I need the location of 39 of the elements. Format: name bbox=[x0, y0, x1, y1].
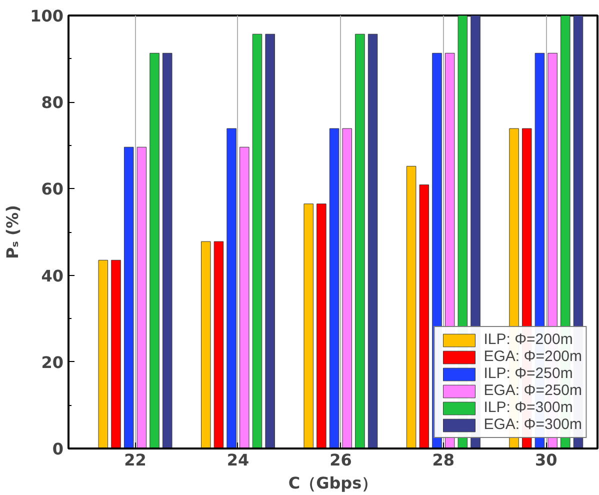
x-axis-title: C（Gbps） bbox=[288, 474, 378, 492]
legend-label: ILP: Φ=250m bbox=[484, 365, 573, 382]
legend-label: EGA: Φ=250m bbox=[484, 382, 582, 399]
bar bbox=[201, 241, 211, 448]
legend-label: ILP: Φ=200m bbox=[484, 331, 573, 348]
y-tick-label: 20 bbox=[41, 352, 64, 372]
bar bbox=[98, 260, 108, 448]
bar bbox=[124, 146, 134, 448]
bar bbox=[252, 34, 262, 448]
bar bbox=[355, 34, 365, 448]
bar bbox=[406, 166, 416, 448]
bar bbox=[265, 34, 275, 448]
bar bbox=[136, 146, 147, 448]
y-axis-title: Pₛ (%) bbox=[3, 204, 22, 260]
bar bbox=[214, 241, 224, 448]
bar bbox=[342, 128, 352, 448]
bar bbox=[316, 204, 326, 448]
bar bbox=[240, 146, 250, 448]
y-tick-label: 100 bbox=[30, 6, 64, 26]
bar bbox=[304, 204, 314, 448]
y-tick-label: 60 bbox=[41, 180, 64, 199]
bar bbox=[329, 128, 340, 448]
x-tick-label: 28 bbox=[432, 450, 455, 470]
bar bbox=[226, 128, 236, 448]
bar bbox=[368, 34, 378, 448]
x-tick-label: 22 bbox=[124, 450, 146, 470]
bar bbox=[419, 184, 430, 448]
legend-label: ILP: Φ=300m bbox=[484, 399, 573, 416]
x-tick-label: 30 bbox=[535, 450, 558, 470]
x-tick-label: 26 bbox=[330, 450, 352, 470]
bar bbox=[111, 260, 121, 448]
x-tick-label: 24 bbox=[226, 450, 250, 470]
y-tick-label: 80 bbox=[41, 93, 64, 112]
legend-label: EGA: Φ=200m bbox=[484, 348, 582, 365]
bar bbox=[162, 52, 172, 448]
bar bbox=[150, 52, 160, 448]
y-tick-label: 40 bbox=[41, 266, 64, 286]
y-tick-label: 0 bbox=[52, 440, 64, 458]
legend-label: EGA: Φ=300m bbox=[484, 416, 582, 433]
